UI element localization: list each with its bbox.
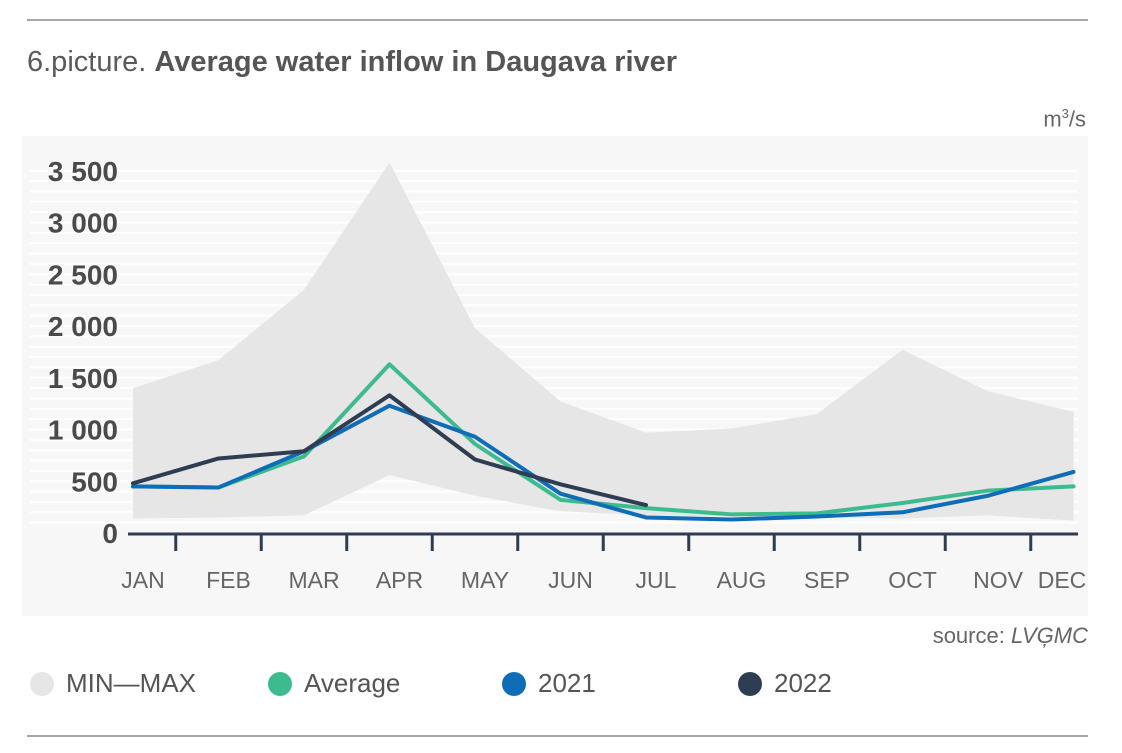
source-label: source: — [932, 623, 1005, 648]
x-tick-label: AUG — [717, 567, 767, 593]
legend-item-2021: 2021 — [502, 668, 596, 699]
legend-item-min-max: MIN—MAX — [30, 668, 196, 699]
y-tick-label: 1 000 — [48, 415, 118, 446]
y-tick-label: 1 500 — [48, 363, 118, 394]
y-tick-label: 3 000 — [48, 208, 118, 239]
unit-base: m — [1043, 106, 1062, 132]
x-tick-label: NOV — [973, 567, 1024, 593]
legend-swatch-2022 — [738, 671, 762, 696]
legend-label-2022: 2022 — [774, 668, 832, 698]
y-tick-label: 2 500 — [48, 259, 118, 290]
x-tick-label: MAR — [288, 567, 339, 593]
y-tick-label: 2 000 — [48, 311, 118, 342]
chart-title: 6.picture. Average water inflow in Dauga… — [27, 46, 677, 79]
min-max-band-area — [133, 162, 1074, 521]
y-unit-label: m3/s — [1043, 106, 1086, 132]
x-tick-label: FEB — [206, 567, 251, 593]
legend-label-min-max: MIN—MAX — [66, 668, 196, 698]
unit-suffix: /s — [1068, 106, 1086, 132]
y-tick-label: 500 — [71, 466, 118, 497]
legend-label-2021: 2021 — [538, 668, 596, 698]
unit-exponent: 3 — [1061, 106, 1069, 121]
y-axis: 0 500 1 000 1 500 2 000 2 500 3 000 3 500 — [48, 156, 118, 549]
min-max-band — [133, 162, 1074, 521]
x-tick-label: JUN — [548, 567, 593, 593]
y-tick-label: 0 — [102, 518, 118, 549]
legend-item-2022: 2022 — [738, 668, 832, 699]
x-tick-label: SEP — [804, 567, 850, 593]
figure-number: 6.picture. — [27, 46, 147, 78]
chart-title-text: Average water inflow in Daugava river — [154, 46, 678, 78]
x-tick-label: APR — [376, 567, 423, 593]
x-tick-label: JUL — [636, 567, 677, 593]
legend-swatch-2021 — [502, 671, 526, 696]
x-tick-label: JAN — [121, 567, 164, 593]
x-axis-labels: JAN FEB MAR APR MAY JUN JUL AUG SEP OCT NOV DEC — [121, 567, 1086, 593]
x-tick-label: MAY — [461, 567, 509, 593]
legend-item-average: Average — [268, 668, 400, 699]
legend: MIN—MAX Average 2021 2022 — [30, 668, 1090, 702]
legend-label-average: Average — [304, 668, 401, 698]
bottom-rule — [27, 735, 1088, 737]
x-tick-label: OCT — [888, 567, 937, 593]
series — [131, 362, 1076, 522]
source-note: source: LVĢMC — [933, 623, 1088, 649]
series-line-2021 — [131, 403, 1076, 522]
series-line-2022 — [131, 393, 648, 508]
legend-swatch-average — [268, 671, 292, 696]
top-rule — [27, 19, 1088, 21]
source-value: LVĢMC — [1010, 623, 1088, 648]
legend-swatch-min-max — [30, 671, 54, 696]
x-tick-label: DEC — [1038, 567, 1087, 593]
y-tick-label: 3 500 — [48, 156, 118, 187]
x-axis — [128, 532, 1078, 551]
